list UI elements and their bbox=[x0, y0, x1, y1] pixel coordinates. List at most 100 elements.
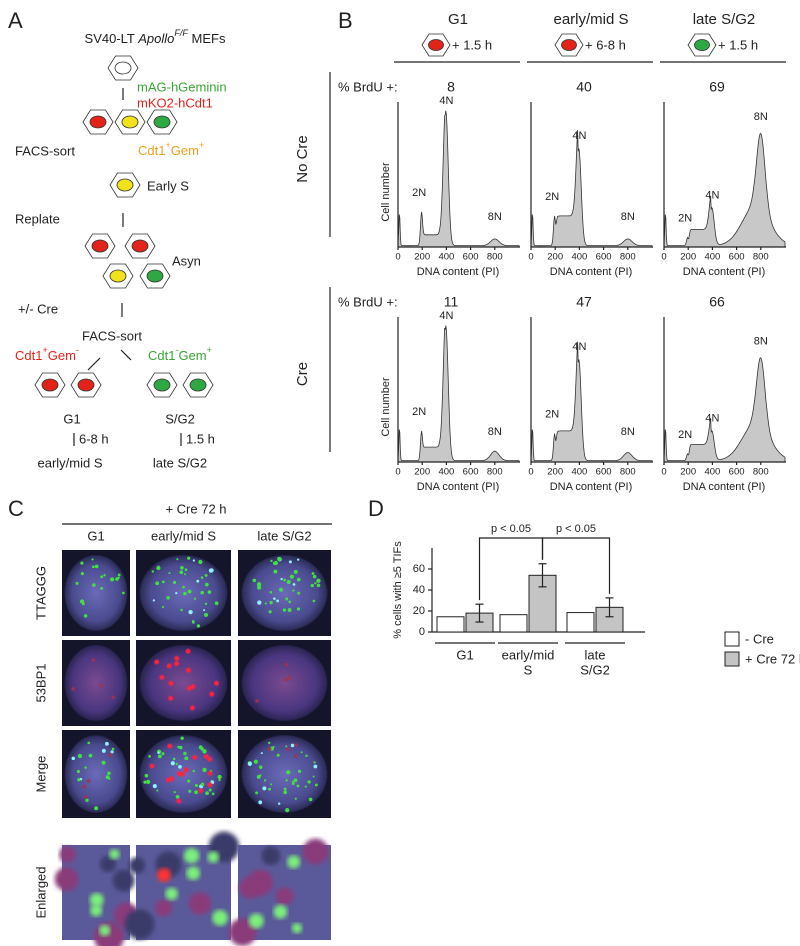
arrow bbox=[120, 349, 132, 361]
foci bbox=[290, 743, 295, 748]
foci bbox=[75, 581, 79, 585]
brdu-label: % BrdU +: bbox=[338, 79, 398, 94]
foci bbox=[276, 599, 280, 603]
brdu-value: 69 bbox=[709, 79, 725, 95]
peak-label: 4N bbox=[705, 189, 719, 201]
foci bbox=[196, 579, 200, 583]
nucleus bbox=[116, 178, 134, 192]
foci bbox=[200, 576, 204, 579]
foci bbox=[312, 599, 316, 603]
foci bbox=[296, 607, 301, 611]
foci bbox=[268, 610, 272, 614]
t: Gem bbox=[171, 143, 199, 158]
foci bbox=[185, 667, 191, 673]
micrograph-content bbox=[124, 831, 240, 940]
foci bbox=[167, 743, 173, 749]
foci bbox=[314, 783, 318, 787]
foci bbox=[280, 577, 283, 581]
panel-d: D 0 20 40 60 % cells with ≥5 TIFs G1 early/mid… bbox=[368, 496, 800, 678]
foci bbox=[155, 581, 160, 586]
foci bbox=[110, 577, 115, 582]
foci bbox=[111, 747, 115, 751]
t: + bbox=[199, 140, 204, 150]
foci bbox=[297, 591, 301, 595]
foci bbox=[270, 783, 273, 786]
x-tick-label: G1 bbox=[456, 647, 473, 662]
foci bbox=[178, 764, 182, 769]
foci bbox=[110, 750, 114, 754]
blob bbox=[112, 869, 135, 892]
foci bbox=[205, 791, 209, 796]
peak-label: 2N bbox=[545, 191, 559, 203]
t: Gem bbox=[48, 348, 76, 363]
panel-letter: D bbox=[368, 496, 384, 521]
foci bbox=[100, 575, 104, 579]
foci bbox=[108, 753, 113, 757]
foci bbox=[185, 648, 191, 654]
peak-label: 4N bbox=[705, 413, 719, 425]
foci bbox=[168, 695, 174, 701]
foci bbox=[100, 586, 104, 590]
foci bbox=[94, 806, 99, 811]
t: Apollo bbox=[137, 31, 174, 46]
foci bbox=[184, 568, 188, 572]
foci bbox=[297, 769, 302, 773]
nucleus bbox=[189, 378, 207, 392]
y-tick-label: 40 bbox=[413, 584, 425, 596]
nucleus bbox=[241, 645, 328, 721]
x-label: DNA content (PI) bbox=[550, 481, 633, 493]
x-tick-label: 0 bbox=[395, 467, 400, 478]
x-tick-label: 200 bbox=[547, 467, 563, 478]
x-tick-label: 600 bbox=[463, 252, 479, 263]
foci bbox=[296, 558, 300, 561]
foci bbox=[256, 582, 262, 587]
x-label: DNA content (PI) bbox=[550, 266, 633, 278]
x-tick-label: early/mid bbox=[502, 647, 555, 662]
t: MEFs bbox=[188, 31, 226, 46]
foci bbox=[198, 745, 203, 750]
foci bbox=[208, 788, 212, 792]
foci bbox=[183, 591, 187, 596]
foci bbox=[186, 685, 192, 691]
y-tick-label: 20 bbox=[413, 605, 425, 617]
focus bbox=[109, 849, 120, 860]
foci bbox=[166, 663, 172, 669]
x-tick-label: 800 bbox=[620, 252, 636, 263]
foci bbox=[255, 699, 259, 703]
peak-label: 4N bbox=[439, 95, 453, 107]
step: Early S bbox=[147, 178, 189, 193]
foci bbox=[175, 762, 178, 766]
step: Asyn bbox=[172, 253, 201, 268]
foci bbox=[296, 784, 300, 788]
foci bbox=[173, 791, 176, 794]
peak-label: 2N bbox=[545, 409, 559, 421]
nucleus bbox=[153, 378, 171, 392]
foci bbox=[300, 751, 303, 754]
foci bbox=[312, 574, 317, 579]
foci bbox=[262, 786, 267, 791]
nucleus bbox=[241, 555, 328, 631]
legend-swatch bbox=[724, 631, 740, 647]
nucleus bbox=[131, 239, 149, 253]
blob bbox=[275, 887, 294, 906]
x-tick-label: 400 bbox=[438, 252, 454, 263]
bar bbox=[436, 616, 465, 633]
foci bbox=[258, 800, 263, 805]
foci bbox=[284, 662, 289, 667]
blob bbox=[261, 846, 281, 866]
column-time: + 6-8 h bbox=[585, 37, 626, 52]
foci bbox=[187, 779, 191, 783]
micrograph-content bbox=[64, 555, 128, 631]
nucleus bbox=[89, 115, 107, 129]
foci bbox=[203, 754, 209, 760]
foci bbox=[148, 754, 151, 758]
micrograph-content bbox=[64, 645, 128, 721]
legend-label: - Cre bbox=[745, 631, 774, 646]
foci bbox=[207, 590, 212, 594]
x-tick-label: 800 bbox=[620, 467, 636, 478]
row-label: Enlarged bbox=[33, 866, 48, 918]
foci bbox=[94, 564, 99, 569]
legend-swatch bbox=[724, 651, 740, 667]
blob bbox=[228, 918, 257, 946]
focus bbox=[212, 909, 228, 926]
